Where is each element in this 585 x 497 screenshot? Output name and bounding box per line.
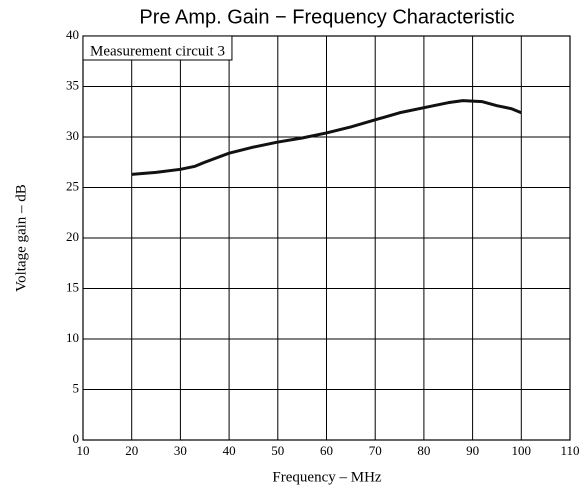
y-tick-label: 0: [73, 431, 80, 446]
x-tick-label: 80: [417, 443, 430, 458]
y-tick-label: 30: [66, 128, 79, 143]
x-tick-label: 20: [125, 443, 138, 458]
x-tick-label: 100: [512, 443, 532, 458]
x-tick-label: 30: [174, 443, 187, 458]
y-tick-label: 10: [66, 330, 79, 345]
x-tick-label: 50: [271, 443, 284, 458]
x-tick-label: 40: [223, 443, 236, 458]
chart-title: Pre Amp. Gain − Frequency Characteristic: [139, 6, 514, 28]
annotation-box: [82, 35, 233, 61]
y-axis-label: Voltage gain – dB: [13, 184, 29, 292]
y-tick-label: 25: [66, 178, 79, 193]
x-tick-label: 70: [369, 443, 382, 458]
y-tick-label: 5: [73, 380, 80, 395]
y-tick-label: 20: [66, 229, 79, 244]
data-line: [131, 99, 522, 176]
y-tick-label: 15: [66, 279, 79, 294]
x-tick-label: 10: [77, 443, 90, 458]
x-tick-label: 90: [466, 443, 479, 458]
x-axis-label: Frequency – MHz: [272, 469, 381, 485]
y-tick-label: 35: [66, 77, 79, 92]
x-tick-label: 110: [560, 443, 579, 458]
x-tick-label: 60: [320, 443, 333, 458]
annotation: Measurement circuit 3: [90, 43, 225, 59]
y-tick-label: 40: [66, 27, 79, 42]
plot-frame: [82, 35, 571, 441]
